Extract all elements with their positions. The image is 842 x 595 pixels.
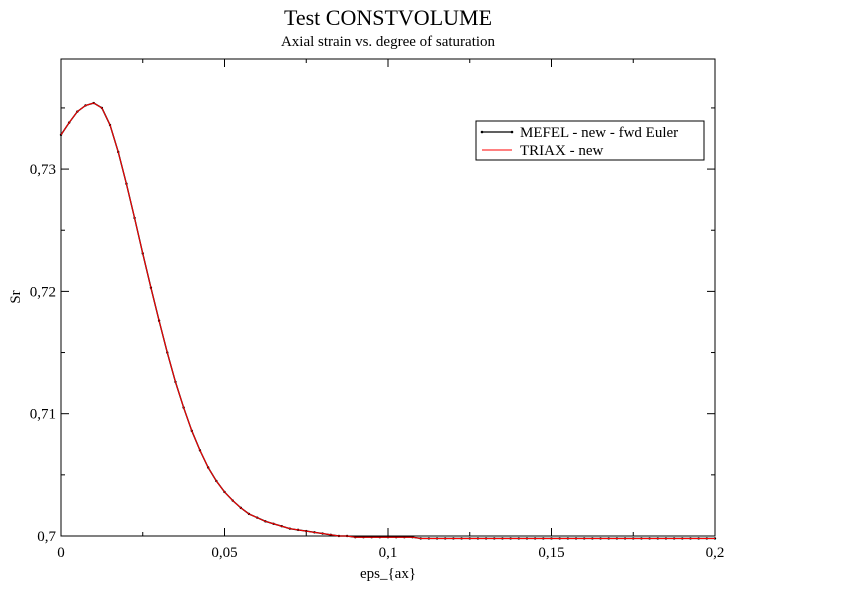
- y-axis: 0,7 0,71 0,72 0,73: [30, 107, 715, 545]
- y-tick-label: 0,73: [30, 162, 56, 178]
- x-tick-label: 0,15: [538, 545, 564, 561]
- series-layer: [59, 101, 717, 540]
- x-tick-label: 0: [57, 545, 65, 561]
- x-tick-label: 0,05: [211, 545, 237, 561]
- y-axis-label: Sr: [8, 290, 24, 303]
- x-tick-label: 0,1: [379, 545, 398, 561]
- legend-marker-mefel: [480, 130, 484, 134]
- chart-subtitle: Axial strain vs. degree of saturation: [281, 34, 496, 50]
- x-tick-label: 0,2: [706, 545, 725, 561]
- chart-title: Test CONSTVOLUME: [284, 5, 492, 30]
- x-axis: 0 0,05 0,1 0,15 0,2: [57, 59, 724, 561]
- y-tick-label: 0,72: [30, 284, 56, 300]
- y-tick-label: 0,71: [30, 407, 56, 423]
- legend-box: [475, 120, 705, 161]
- legend: MEFEL - new - fwd Euler TRIAX - new: [475, 120, 705, 161]
- y-tick-label: 0,7: [37, 529, 56, 545]
- x-axis-label: eps_{ax}: [360, 566, 416, 582]
- legend-label-triax: TRIAX - new: [520, 143, 603, 159]
- series-line-triax: [60, 102, 715, 539]
- legend-label-mefel: MEFEL - new - fwd Euler: [520, 125, 678, 141]
- legend-marker-mefel: [510, 130, 514, 134]
